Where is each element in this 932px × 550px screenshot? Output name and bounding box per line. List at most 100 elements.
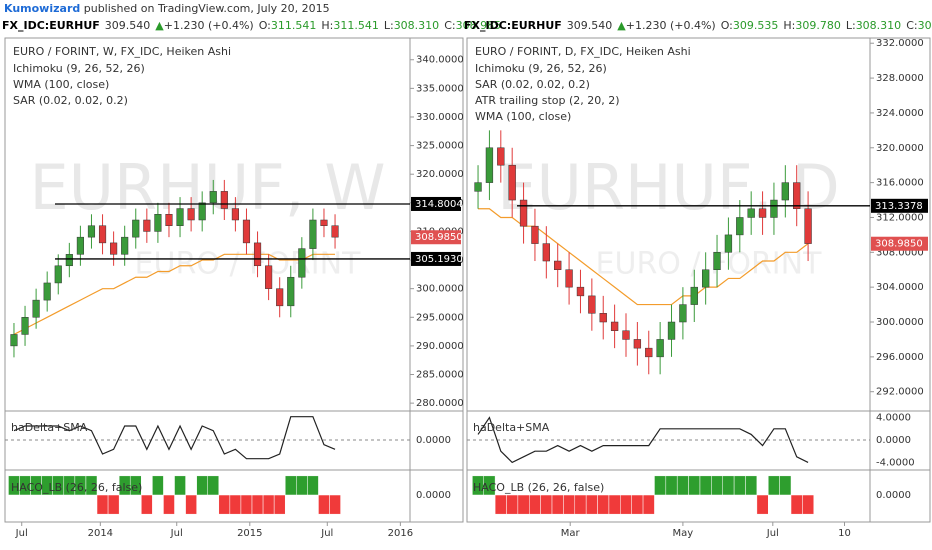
haco-bar	[318, 494, 330, 515]
haco-bar	[229, 494, 242, 515]
ohlc-label: L:	[846, 19, 856, 32]
symbol: FX_IDC:EURHUF	[2, 19, 100, 32]
ohlc-label: O:	[721, 19, 733, 32]
ohlc-value: 308.985	[456, 19, 502, 32]
y-tick-label: 285.0000	[416, 370, 464, 381]
x-tick-label: Mar	[561, 528, 581, 539]
candle-body	[21, 317, 29, 335]
candle-body	[679, 304, 687, 323]
up-arrow: ▲	[155, 19, 164, 32]
up-arrow: ▲	[617, 19, 626, 32]
candle-body	[143, 219, 151, 232]
candle-body	[747, 208, 755, 218]
level-box	[411, 251, 461, 266]
candle-body	[576, 286, 585, 297]
author[interactable]: Kumowizard	[4, 2, 80, 15]
haco-bar	[585, 494, 598, 515]
haco-bar	[768, 475, 780, 496]
legend-entry: Ichimoku (9, 26, 52, 26)	[13, 62, 145, 75]
change: +1.230 (+0.4%)	[164, 19, 254, 32]
x-tick-label: Jul	[170, 528, 183, 539]
candle-body	[54, 265, 62, 284]
y-tick-label: 332.0000	[876, 38, 924, 49]
chart-title: EURO / FORINT, D, FX_IDC, Heiken Ashi	[475, 45, 691, 58]
y-tick-label: 300.0000	[416, 284, 464, 295]
y-tick-label: 290.0000	[416, 341, 464, 352]
haco-bar	[174, 475, 186, 496]
candle-body	[554, 260, 562, 270]
haco-bar	[733, 475, 746, 496]
y-tick-label: 320.0000	[876, 143, 924, 154]
haco-bar	[688, 475, 701, 496]
candle-body	[309, 219, 317, 249]
ohlc-value: 311.541	[271, 19, 317, 32]
y-tick-label: 312.0000	[876, 212, 924, 223]
haco-bar	[563, 494, 576, 515]
hadelta-line	[477, 416, 809, 464]
haco-bar	[329, 494, 341, 515]
ohlc-label: C:	[444, 19, 455, 32]
ohlc-label: C:	[906, 19, 917, 32]
candle-body	[531, 225, 539, 244]
symbol: FX_IDC:EURHUF	[464, 19, 562, 32]
candle-body	[87, 225, 96, 238]
candle-body	[474, 182, 482, 192]
y-tick-label: -4.0000	[876, 457, 915, 468]
pane-title: HACO_LB (26, 26, false)	[11, 481, 142, 494]
ohlc-value: 308.985	[918, 19, 932, 32]
y-tick-label: 335.0000	[416, 83, 464, 94]
x-tick-label: 2016	[388, 528, 413, 539]
haco-bar	[802, 494, 815, 515]
haco-bar	[597, 494, 610, 515]
haco-bar	[699, 475, 712, 496]
candle-body	[565, 269, 573, 288]
y-tick-label: 280.0000	[416, 398, 464, 409]
x-tick-label: Jul	[15, 528, 28, 539]
candle-body	[287, 276, 295, 307]
legend-entry: SAR (0.02, 0.02, 0.2)	[475, 78, 590, 91]
legend-entry: WMA (100, close)	[475, 110, 571, 123]
wma-line	[13, 253, 336, 335]
haco-bar	[574, 494, 587, 515]
candle-body	[633, 339, 642, 349]
candle-body	[724, 234, 733, 253]
ohlc-label: L:	[384, 19, 394, 32]
y-tick-label: 316.0000	[876, 178, 924, 189]
haco-bar	[96, 494, 109, 515]
candle-body	[331, 225, 339, 238]
candle-body	[320, 219, 328, 226]
candle-body	[198, 202, 206, 221]
candle-body	[758, 208, 767, 218]
x-tick-label: 2015	[237, 528, 262, 539]
candle-body	[253, 242, 262, 267]
haco-bar	[296, 475, 308, 496]
level-label: 308.9850	[415, 232, 463, 243]
y-tick-label: 295.0000	[416, 312, 464, 323]
y-tick-label: 328.0000	[876, 73, 924, 84]
haco-bar	[185, 494, 197, 515]
x-tick-label: Jul	[320, 528, 333, 539]
haco-bar	[620, 494, 632, 515]
haco-bar	[85, 475, 98, 496]
symbol-line: FX_IDC:EURHUF 309.540 ▲+1.230 (+0.4%) O:309…	[464, 19, 932, 32]
legend-entry: SAR (0.02, 0.02, 0.2)	[13, 94, 128, 107]
pane-title: haDelta+SMA	[473, 421, 550, 434]
haco-bar	[141, 494, 153, 515]
candle-body	[231, 208, 239, 221]
candle-body	[165, 214, 173, 226]
candle-body	[736, 217, 744, 236]
level-label: 305.1930	[415, 254, 463, 265]
y-tick-label: 0.0000	[876, 490, 911, 501]
change: +1.230 (+0.4%)	[626, 19, 716, 32]
haco-bar	[642, 494, 655, 515]
candle-body	[220, 191, 228, 209]
candle-body	[209, 191, 217, 204]
candle-body	[176, 208, 184, 226]
candle-body	[132, 219, 140, 238]
y-tick-label: 340.0000	[416, 55, 464, 66]
candle-body	[265, 265, 273, 289]
candle-body	[110, 242, 118, 255]
haco-bar	[152, 475, 164, 496]
ohlc-value: 308.310	[394, 19, 440, 32]
